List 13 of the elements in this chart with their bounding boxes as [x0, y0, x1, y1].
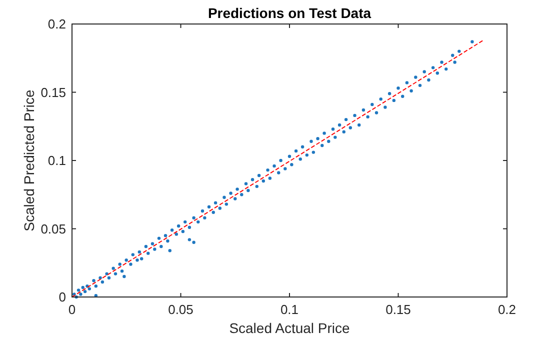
y-tick-label: 0.2 — [48, 16, 66, 32]
x-tick-label: 0.1 — [280, 302, 299, 317]
y-axis-title: Scaled Predicted Price — [21, 89, 37, 232]
y-tick-label: 0.1 — [48, 153, 66, 168]
y-tick-label: 0.05 — [40, 221, 66, 236]
y-tick-label: 0 — [58, 290, 66, 304]
x-tick-label: 0 — [68, 302, 76, 317]
x-tick-label: 0.2 — [498, 302, 516, 317]
y-tick-label: 0.15 — [40, 84, 66, 100]
x-tick-label: 0.05 — [168, 302, 194, 317]
x-axis-title: Scaled Actual Price — [229, 320, 350, 336]
x-tick-label: 0.15 — [386, 302, 411, 317]
chart-title: Predictions on Test Data — [208, 5, 372, 21]
